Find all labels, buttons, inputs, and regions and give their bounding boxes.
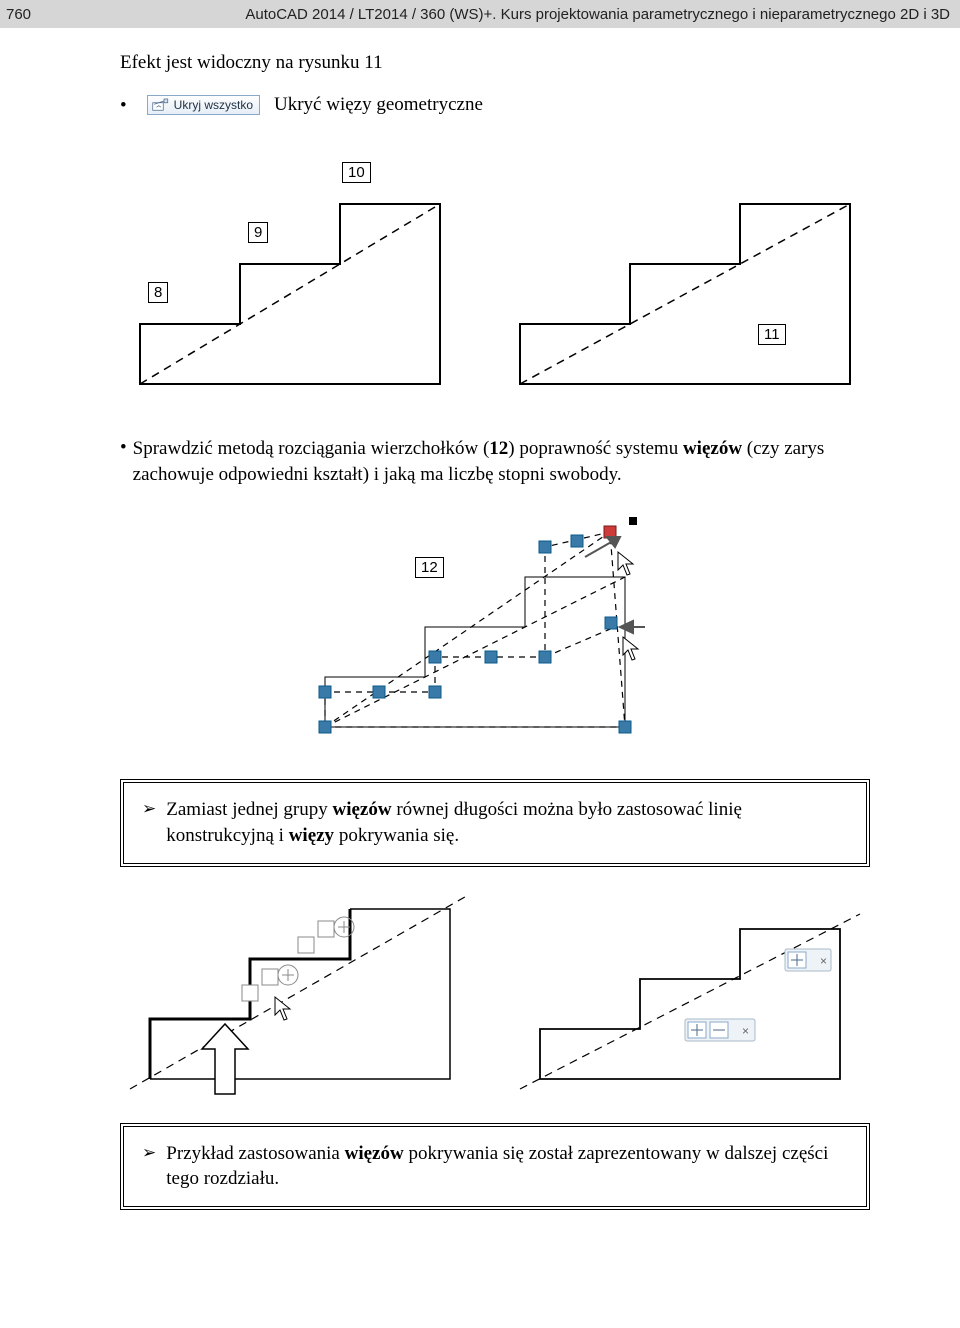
info-box-2: ➢ Przykład zastosowania więzów pokrywani… [120,1123,870,1210]
box1-text: Zamiast jednej grupy więzów równej długo… [166,797,848,848]
figure-bottom-pair: × × [120,889,870,1099]
bullet-dot-2: • [120,438,127,487]
figure-12-svg [285,507,705,757]
figure-bottom-svg: × × [120,889,870,1099]
page-title: AutoCAD 2014 / LT2014 / 360 (WS)+. Kurs … [56,6,950,23]
label-11: 11 [758,324,786,345]
figure-steps: 8 9 10 11 [120,134,870,414]
label-12: 12 [415,557,444,578]
bullet-dot: • [120,96,127,115]
effect-text: Efekt jest widoczny na rysunku 11 [120,52,870,74]
figure-steps-svg [120,134,870,414]
label-10: 10 [342,162,371,183]
svg-text:×: × [742,1024,749,1038]
label-8: 8 [148,282,168,303]
hide-action-text: Ukryć więzy geometryczne [274,94,483,116]
svg-text:×: × [820,954,827,968]
page-number: 760 [6,6,56,23]
triangle-bullet-2: ➢ [142,1141,156,1192]
effect-text-span: Efekt jest widoczny na rysunku 11 [120,52,383,73]
check-text: Sprawdzić metodą rozciągania wierzchołkó… [133,436,870,487]
figure-12: 12 [285,507,705,757]
page-header: 760 AutoCAD 2014 / LT2014 / 360 (WS)+. K… [0,0,960,28]
hide-constraints-button[interactable]: Ukryj wszystko [147,95,260,115]
hide-action-row: • Ukryj wszystko Ukryć więzy geometryczn… [120,94,870,116]
hide-button-label: Ukryj wszystko [174,98,253,112]
box2-text: Przykład zastosowania więzów pokrywania … [166,1141,848,1192]
hide-icon [152,98,170,112]
label-9: 9 [248,222,268,243]
triangle-bullet-1: ➢ [142,797,156,848]
info-box-1: ➢ Zamiast jednej grupy więzów równej dłu… [120,779,870,866]
check-paragraph: • Sprawdzić metodą rozciągania wierzchoł… [120,436,870,487]
